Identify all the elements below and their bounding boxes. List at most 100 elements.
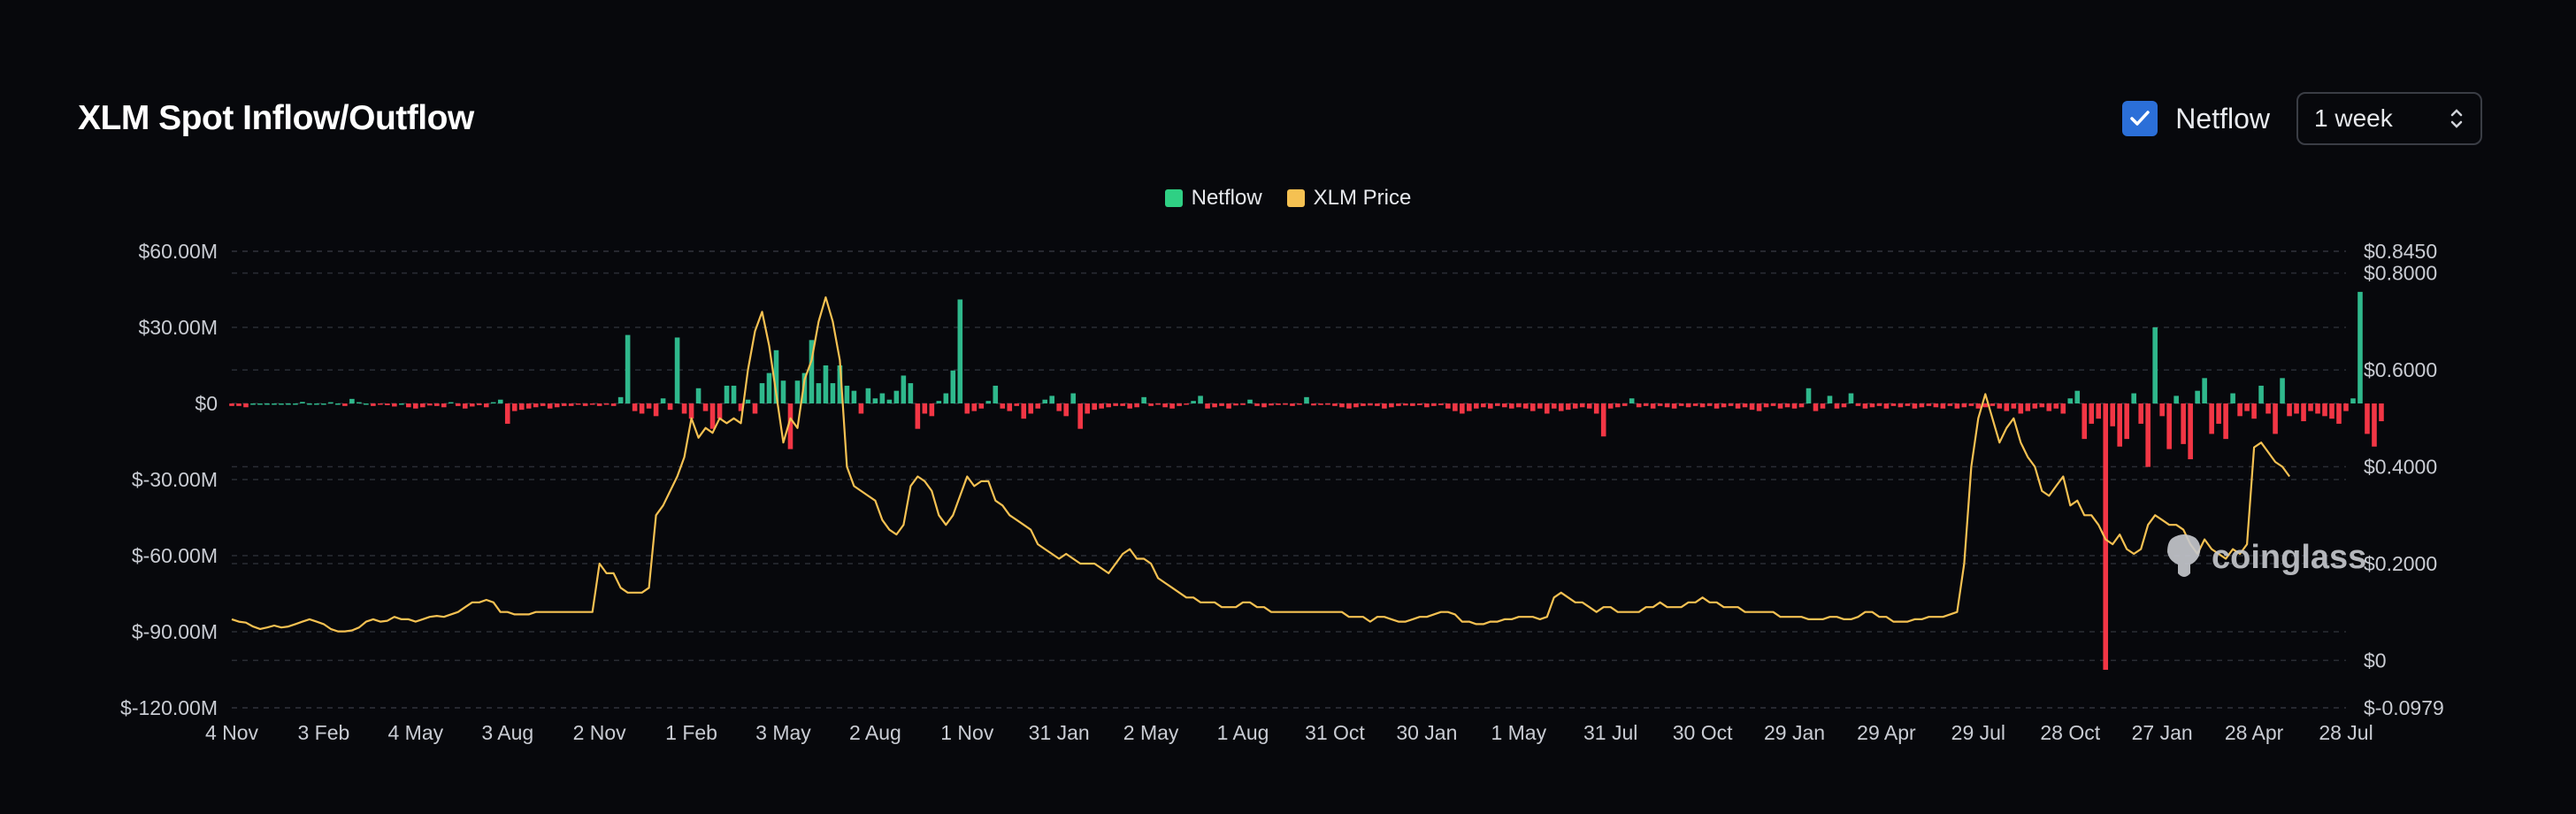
netflow-bar — [2039, 403, 2045, 408]
x-tick-label: 29 Apr — [1857, 721, 1916, 744]
netflow-bar — [1155, 403, 1161, 405]
netflow-bar — [1410, 403, 1415, 406]
netflow-bar — [667, 403, 673, 411]
netflow-bar — [1226, 403, 1231, 409]
netflow-bar — [1269, 403, 1274, 406]
y-left-tick-label: $-90.00M — [132, 620, 218, 643]
netflow-bar — [434, 403, 440, 406]
netflow-bar — [1092, 403, 1097, 411]
netflow-bar — [837, 365, 843, 403]
netflow-bar — [971, 403, 978, 411]
netflow-bar — [2322, 403, 2327, 417]
netflow-bar — [1396, 403, 1401, 406]
netflow-bar — [1070, 393, 1077, 403]
y-left-tick-label: $-120.00M — [120, 696, 218, 719]
netflow-bar — [660, 398, 666, 403]
netflow-bar — [575, 403, 581, 405]
netflow-bar — [865, 388, 871, 403]
netflow-bar — [985, 401, 992, 403]
netflow-bar — [1438, 403, 1444, 406]
netflow-bar — [1488, 403, 1493, 409]
legend-label-price: XLM Price — [1313, 186, 1412, 210]
netflow-bar — [1474, 403, 1479, 409]
netflow-bar — [1417, 403, 1422, 406]
netflow-bar — [1056, 403, 1062, 411]
netflow-bar — [801, 372, 808, 403]
netflow-bar — [1453, 403, 1458, 411]
netflow-bar — [1614, 403, 1621, 408]
netflow-bar — [589, 403, 595, 405]
x-tick-label: 4 Nov — [205, 721, 259, 744]
netflow-bar — [1982, 403, 1989, 408]
netflow-bar — [2004, 403, 2010, 411]
netflow-bar — [1706, 403, 1713, 406]
netflow-bar — [745, 399, 751, 403]
xlm-price-line — [231, 296, 2290, 633]
netflow-bar — [1254, 403, 1260, 406]
netflow-bar — [2096, 403, 2102, 419]
netflow-bar — [1382, 403, 1387, 409]
netflow-bar — [1671, 403, 1677, 409]
netflow-bar — [2138, 403, 2143, 424]
netflow-bar — [929, 403, 935, 417]
netflow-toggle-label: Netflow — [2175, 102, 2270, 134]
netflow-bar — [950, 370, 956, 403]
netflow-bar — [1791, 403, 1798, 409]
coinglass-watermark: coinglass — [2164, 533, 2366, 582]
netflow-bar — [1304, 396, 1309, 403]
x-tick-label: 31 Oct — [1305, 721, 1365, 744]
netflow-bar — [1240, 403, 1246, 405]
netflow-bar — [399, 403, 404, 405]
x-tick-label: 3 Feb — [297, 721, 349, 744]
interval-select[interactable]: 1 week — [2296, 92, 2482, 145]
netflow-bar — [2336, 403, 2342, 424]
legend-item-price[interactable]: XLM Price — [1286, 186, 1412, 211]
netflow-bar — [420, 403, 426, 408]
netflow-checkbox[interactable] — [2122, 101, 2158, 136]
y-right-tick-label: $0.8450 — [2364, 240, 2437, 263]
netflow-bar — [2195, 390, 2200, 403]
netflow-bar — [978, 403, 985, 409]
netflow-bar — [378, 403, 383, 405]
legend-item-netflow[interactable]: Netflow — [1164, 186, 1262, 211]
netflow-bar — [364, 403, 369, 405]
netflow-bar — [525, 403, 532, 409]
netflow-bar — [335, 403, 341, 405]
netflow-bar — [349, 398, 355, 403]
netflow-bar — [893, 390, 900, 403]
netflow-bar — [2188, 403, 2193, 460]
netflow-bar — [1544, 403, 1550, 414]
netflow-bar — [1212, 403, 1217, 408]
netflow-bar — [1148, 403, 1154, 406]
netflow-bar — [1099, 403, 1104, 409]
netflow-bar — [1028, 403, 1034, 414]
netflow-bar — [2273, 403, 2278, 434]
netflow-bar — [709, 403, 716, 429]
x-tick-label: 29 Jan — [1764, 721, 1825, 744]
netflow-bar — [915, 403, 921, 429]
netflow-bar — [625, 334, 631, 403]
netflow-bar — [1318, 403, 1323, 405]
netflow-bar — [2025, 403, 2031, 411]
netflow-bar — [2131, 393, 2136, 403]
netflow-bar — [858, 403, 864, 414]
netflow-bar — [993, 385, 999, 403]
netflow-bar — [1834, 403, 1840, 409]
x-tick-label: 30 Oct — [1673, 721, 1733, 744]
netflow-bar — [1339, 403, 1345, 408]
netflow-bar — [1770, 403, 1776, 406]
netflow-bar — [356, 402, 362, 404]
netflow-bar — [1827, 395, 1833, 403]
x-tick-label: 31 Jul — [1583, 721, 1637, 744]
y-right-tick-label: $0.8000 — [2364, 262, 2437, 285]
netflow-bar — [809, 340, 815, 403]
netflow-bar — [1346, 403, 1352, 409]
netflow-bar — [1501, 403, 1507, 408]
netflow-bar — [1508, 403, 1514, 409]
netflow-bar — [1177, 403, 1182, 406]
netflow-bar — [1636, 403, 1642, 408]
netflow-bar — [469, 403, 475, 407]
netflow-bar — [1692, 403, 1698, 406]
netflow-bar — [2379, 403, 2384, 422]
x-tick-label: 2 Aug — [849, 721, 901, 744]
